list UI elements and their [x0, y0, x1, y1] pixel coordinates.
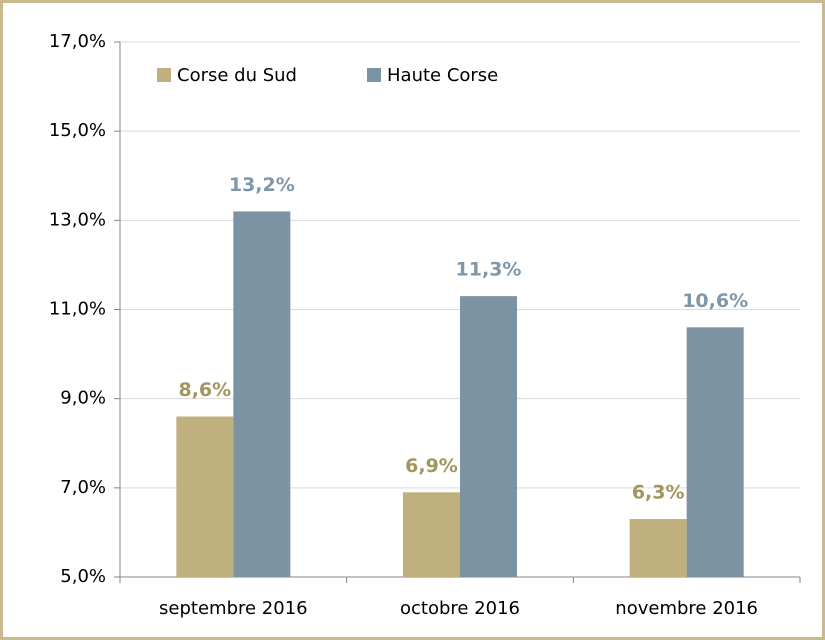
bar	[233, 211, 291, 577]
y-tick-label: 13,0%	[49, 209, 106, 230]
value-label: 6,3%	[632, 482, 685, 504]
y-tick-label: 15,0%	[49, 120, 106, 141]
x-tick-label: octobre 2016	[400, 598, 520, 619]
legend-label: Haute Corse	[387, 65, 498, 86]
value-label: 11,3%	[456, 259, 522, 281]
value-label: 8,6%	[178, 379, 231, 401]
legend-label: Corse du Sud	[177, 65, 297, 86]
x-tick-label: novembre 2016	[615, 598, 758, 619]
bar	[176, 416, 234, 577]
value-label: 10,6%	[682, 290, 748, 312]
bar	[403, 492, 460, 577]
value-label: 6,9%	[405, 455, 458, 477]
y-tick-label: 17,0%	[49, 31, 106, 52]
bar	[686, 327, 744, 577]
y-tick-label: 11,0%	[49, 299, 106, 320]
value-label: 13,2%	[229, 174, 295, 196]
legend-swatch	[157, 68, 171, 82]
y-tick-label: 7,0%	[60, 477, 106, 498]
bar	[629, 519, 687, 577]
y-tick-label: 9,0%	[60, 388, 106, 409]
y-tick-label: 5,0%	[60, 566, 106, 587]
x-tick-label: septembre 2016	[159, 598, 308, 619]
legend-swatch	[367, 68, 381, 82]
bar	[460, 296, 517, 577]
